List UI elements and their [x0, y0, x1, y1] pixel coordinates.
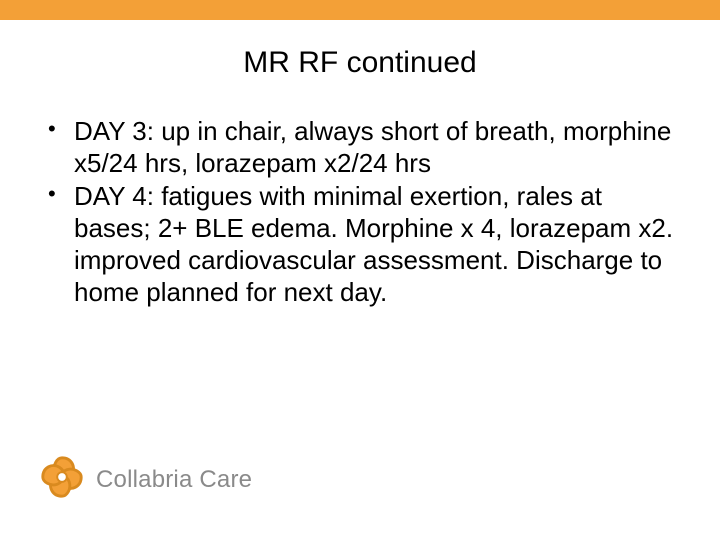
top-accent-bar	[0, 0, 720, 20]
slide-body: DAY 3: up in chair, always short of brea…	[0, 116, 720, 308]
brand-word-2: Care	[199, 466, 252, 493]
brand-logo: Collabria Care	[38, 453, 252, 506]
list-item: DAY 4: fatigues with minimal exertion, r…	[44, 181, 676, 308]
slide-title: MR RF continued	[0, 46, 720, 80]
collabria-knot-icon	[38, 453, 86, 506]
bullet-list: DAY 3: up in chair, always short of brea…	[44, 116, 676, 308]
list-item: DAY 3: up in chair, always short of brea…	[44, 116, 676, 179]
brand-text: Collabria Care	[96, 466, 252, 494]
brand-word-1: Collabria	[96, 466, 193, 493]
